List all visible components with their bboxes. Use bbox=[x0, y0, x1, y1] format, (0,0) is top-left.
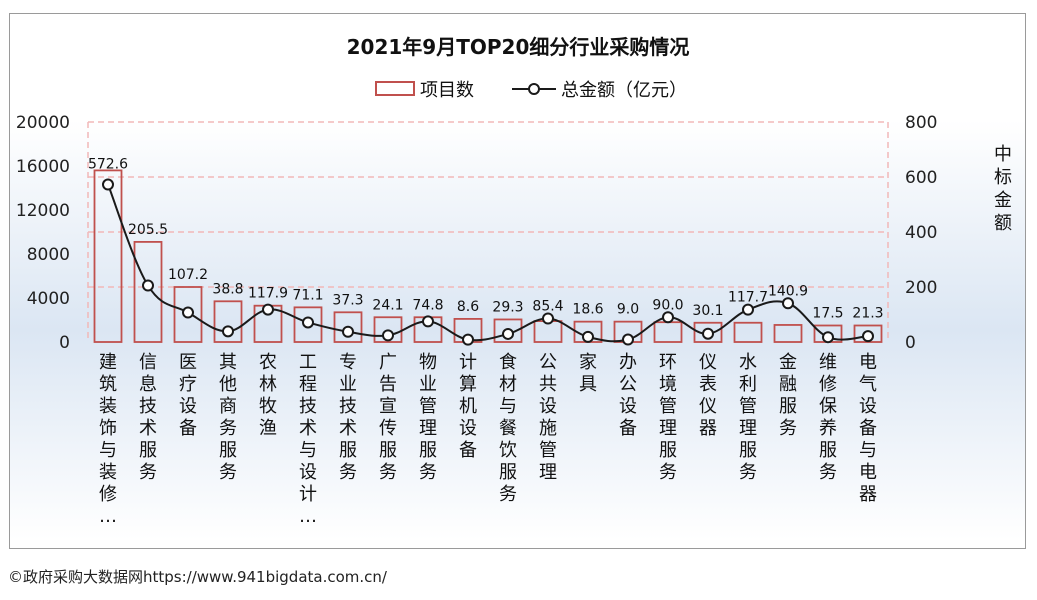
bar bbox=[773, 324, 803, 343]
category-label: 其他商务服务 bbox=[219, 352, 237, 483]
legend-bar-label: 项目数 bbox=[420, 80, 474, 101]
left-axis-tick: 8000 bbox=[27, 245, 70, 265]
category-label: 物业管理服务 bbox=[419, 352, 437, 483]
bar bbox=[173, 286, 203, 343]
category-label: 计算机设备 bbox=[459, 352, 477, 461]
line-point bbox=[222, 325, 234, 338]
data-label: 30.1 bbox=[692, 303, 723, 319]
bar bbox=[133, 240, 163, 343]
category-label: 环境管理服务 bbox=[659, 352, 677, 483]
category-label: 信息技术服务 bbox=[139, 352, 157, 483]
line-point bbox=[342, 325, 354, 338]
data-label: 24.1 bbox=[372, 297, 403, 313]
data-label: 85.4 bbox=[532, 299, 563, 315]
data-label: 37.3 bbox=[332, 292, 363, 308]
bar bbox=[493, 318, 523, 343]
data-label: 18.6 bbox=[572, 302, 603, 318]
data-label: 572.6 bbox=[88, 157, 128, 173]
right-axis-tick: 400 bbox=[905, 223, 937, 243]
right-axis-tick: 200 bbox=[905, 278, 937, 298]
line-point bbox=[462, 333, 474, 346]
category-label: 食材与餐饮服务 bbox=[499, 352, 517, 505]
line-point bbox=[862, 330, 874, 343]
category-label: 广告宣传服务 bbox=[379, 352, 397, 483]
legend-line-marker bbox=[528, 83, 540, 95]
line-point bbox=[422, 315, 434, 328]
data-label: 74.8 bbox=[412, 297, 443, 313]
category-label: 工程技术与设计… bbox=[299, 352, 317, 527]
bar bbox=[293, 306, 323, 343]
category-label: 金融服务 bbox=[779, 352, 797, 439]
data-label: 107.2 bbox=[168, 267, 208, 283]
category-label: 仪表仪器 bbox=[699, 352, 717, 439]
line-point bbox=[662, 311, 674, 324]
line-point bbox=[782, 297, 794, 310]
data-label: 90.0 bbox=[652, 297, 683, 313]
source-note: ©政府采购大数据网https://www.941bigdata.com.cn/ bbox=[8, 568, 387, 586]
bar bbox=[333, 311, 363, 343]
category-label: 电气设备与电器 bbox=[859, 352, 877, 505]
right-axis-tick: 0 bbox=[905, 333, 916, 353]
category-label: 维修保养服务 bbox=[819, 352, 837, 483]
data-label: 29.3 bbox=[492, 299, 523, 315]
left-axis-tick: 16000 bbox=[16, 157, 70, 177]
data-label: 8.6 bbox=[457, 299, 479, 315]
data-label: 9.0 bbox=[617, 302, 639, 318]
line-point bbox=[702, 327, 714, 340]
line-point bbox=[102, 178, 114, 191]
left-axis-tick: 12000 bbox=[16, 201, 70, 221]
category-label: 建筑装饰与装修… bbox=[99, 352, 117, 527]
category-label: 专业技术服务 bbox=[339, 352, 357, 483]
legend-bar-swatch bbox=[375, 81, 415, 96]
line-point bbox=[822, 331, 834, 344]
data-label: 117.9 bbox=[248, 286, 288, 302]
data-label: 140.9 bbox=[768, 283, 808, 299]
bar bbox=[693, 321, 723, 343]
line-point bbox=[142, 279, 154, 292]
line-point bbox=[582, 330, 594, 343]
data-label: 21.3 bbox=[852, 306, 883, 322]
bar bbox=[733, 321, 763, 343]
data-label: 71.1 bbox=[292, 287, 323, 303]
left-axis-tick: 4000 bbox=[27, 289, 70, 309]
category-label: 农林牧渔 bbox=[259, 352, 277, 439]
line-point bbox=[502, 327, 514, 340]
left-axis-tick: 0 bbox=[59, 333, 70, 353]
chart-title: 2021年9月TOP20细分行业采购情况 bbox=[347, 35, 690, 59]
category-label: 公共设施管理 bbox=[539, 352, 557, 483]
line-point bbox=[382, 329, 394, 342]
chart-frame bbox=[9, 13, 1026, 549]
data-label: 17.5 bbox=[812, 306, 843, 322]
bar bbox=[93, 169, 123, 343]
category-label: 家具 bbox=[579, 352, 597, 395]
data-label: 38.8 bbox=[212, 281, 243, 297]
right-axis-tick: 800 bbox=[905, 113, 937, 133]
bar bbox=[213, 300, 243, 343]
line-point bbox=[542, 312, 554, 325]
line-point bbox=[182, 306, 194, 319]
right-axis-tick: 600 bbox=[905, 168, 937, 188]
data-label: 117.7 bbox=[728, 290, 768, 306]
category-label: 办公设备 bbox=[619, 352, 637, 439]
line-point bbox=[622, 333, 634, 346]
line-point bbox=[262, 303, 274, 316]
right-axis-title: 中标金额 bbox=[994, 144, 1012, 234]
line-point bbox=[742, 303, 754, 316]
data-label: 205.5 bbox=[128, 222, 168, 238]
category-label: 水利管理服务 bbox=[739, 352, 757, 483]
legend-line-label: 总金额（亿元） bbox=[561, 80, 687, 101]
category-label: 医疗设备 bbox=[179, 352, 197, 439]
line-point bbox=[302, 316, 314, 329]
left-axis-tick: 20000 bbox=[16, 113, 70, 133]
